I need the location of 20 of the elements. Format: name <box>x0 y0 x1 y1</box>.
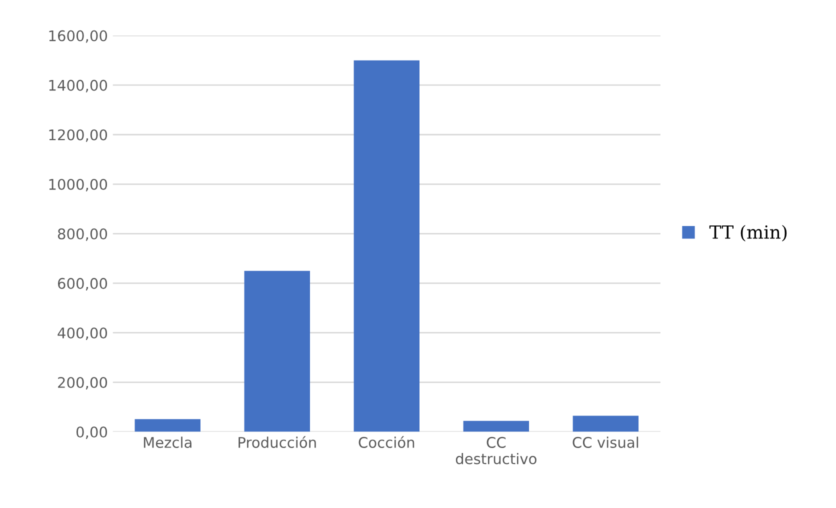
x-tick-label: Cocción <box>358 436 414 448</box>
y-tick-label: 0,00 <box>76 426 108 440</box>
y-tick-label: 1600,00 <box>49 30 108 43</box>
bar <box>134 419 200 432</box>
bar <box>354 60 420 432</box>
y-tick-label: 1200,00 <box>49 129 108 142</box>
y-tick-label: 1000,00 <box>49 178 108 192</box>
x-tick-label: CC visual <box>572 436 638 448</box>
x-tick-label: Producción <box>238 436 316 448</box>
y-tick-label: 600,00 <box>58 278 108 290</box>
x-tick-label: Mezcla <box>144 436 192 448</box>
y-tick-label: 1400,00 <box>49 80 108 92</box>
bar <box>244 270 310 432</box>
bar <box>463 420 530 432</box>
y-tick-label: 200,00 <box>58 376 108 390</box>
y-tick-label: 400,00 <box>58 327 108 340</box>
legend-label: TT (min) <box>709 224 787 242</box>
y-tick-label: 800,00 <box>58 228 108 241</box>
x-tick-label: CC destructivo <box>456 436 536 464</box>
bar <box>572 416 639 432</box>
